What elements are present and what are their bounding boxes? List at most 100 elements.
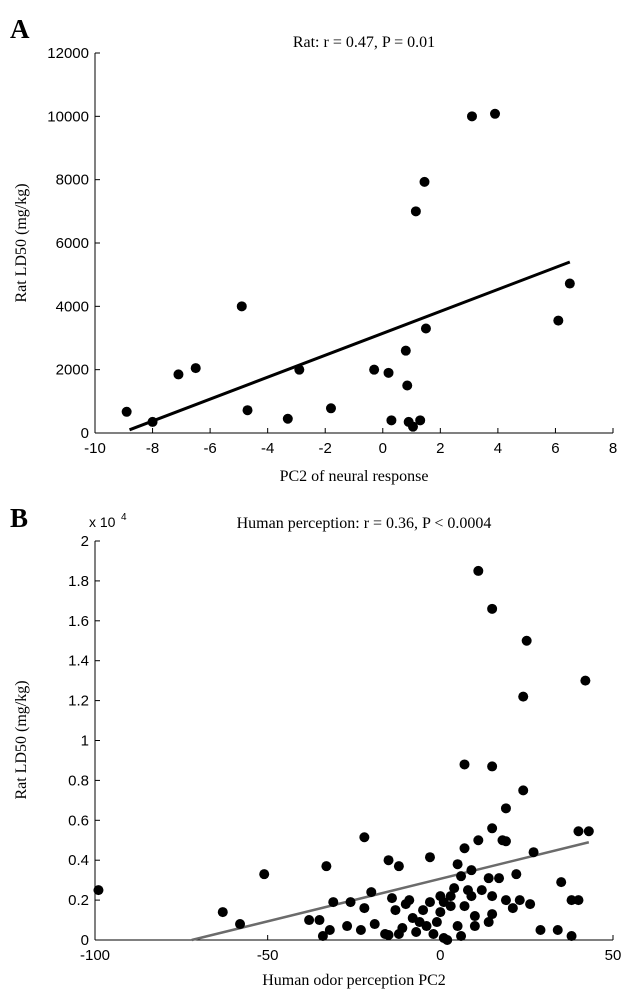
y-tick-label: 10000 [47, 108, 89, 125]
data-point [518, 785, 529, 796]
data-point [418, 905, 429, 916]
data-point [490, 108, 501, 119]
x-tick-label: 6 [551, 440, 559, 457]
data-point [366, 887, 377, 898]
data-point [511, 869, 522, 880]
data-point [452, 921, 463, 932]
data-point [342, 921, 353, 932]
regression-line [191, 841, 590, 942]
y-tick-label: 0.4 [68, 852, 89, 869]
data-point [242, 405, 253, 416]
y-tick-label: 8000 [56, 172, 89, 189]
data-point [556, 877, 567, 888]
data-point [93, 885, 104, 896]
x-tick-label: 8 [609, 440, 617, 457]
chart-b: -100 -50 0 50 0 0.2 0.4 0.6 0.8 1 1.2 1.4 1.6 1.8 2x 1… [13, 512, 621, 989]
data-point [324, 925, 335, 936]
x-tick-label: -50 [257, 947, 279, 964]
data-point [420, 323, 431, 334]
data-point [173, 369, 184, 380]
data-point [383, 930, 394, 941]
data-point [321, 861, 332, 872]
data-point [325, 403, 336, 414]
data-point [552, 925, 563, 936]
data-point [459, 901, 470, 912]
data-point [435, 907, 446, 918]
x-tick-label: 0 [436, 947, 444, 964]
y-tick-label: 0.2 [68, 892, 89, 909]
y-tick-label: 0 [81, 932, 89, 949]
data-point [282, 413, 293, 424]
data-point [459, 843, 470, 854]
data-point [483, 917, 494, 928]
data-point [521, 635, 532, 646]
data-point [147, 416, 158, 427]
data-point [494, 873, 505, 884]
data-point [424, 897, 435, 908]
data-point [410, 206, 421, 217]
data-point [518, 691, 529, 702]
x-tick-label: 50 [605, 947, 622, 964]
data-point [328, 897, 339, 908]
data-point [514, 895, 525, 906]
data-point [404, 895, 415, 906]
x-tick-label: -6 [203, 440, 216, 457]
data-point [407, 421, 418, 432]
panel-letter-a: A [10, 14, 30, 44]
data-point [583, 826, 594, 837]
y-tick-label: 12000 [47, 45, 89, 62]
data-point [500, 836, 511, 847]
data-point [487, 823, 498, 834]
y-scale-exponent: 4 [121, 512, 127, 523]
data-point [421, 921, 432, 932]
data-point [473, 835, 484, 846]
y-tick-label: 1.6 [68, 613, 89, 630]
data-point [359, 903, 370, 914]
y-scale-label: x 10 [89, 514, 116, 530]
y-axis-title: Rat LD50 (mg/kg) [13, 680, 30, 799]
x-tick-label: -2 [319, 440, 332, 457]
data-point [566, 931, 577, 942]
data-point [369, 919, 380, 930]
data-point [476, 885, 487, 896]
data-point [359, 832, 370, 843]
data-point [528, 847, 539, 858]
data-point [402, 380, 413, 391]
data-point [190, 363, 201, 374]
x-tick-label: 4 [494, 440, 502, 457]
x-tick-label: 0 [379, 440, 387, 457]
data-point [345, 897, 356, 908]
data-point [445, 901, 456, 912]
data-point [314, 915, 325, 926]
data-point [487, 909, 498, 920]
plot-title: Rat: r = 0.47, P = 0.01 [293, 34, 435, 51]
data-point [500, 895, 511, 906]
regression-line [128, 260, 571, 432]
y-tick-label: 1.4 [68, 653, 89, 670]
data-point [525, 899, 536, 910]
x-tick-label: -100 [80, 947, 110, 964]
data-point [469, 911, 480, 922]
data-point [355, 925, 366, 936]
data-point [566, 895, 577, 906]
data-point [419, 176, 430, 187]
y-tick-label: 0.6 [68, 812, 89, 829]
data-point [466, 111, 477, 122]
data-point [445, 891, 456, 902]
data-point [415, 415, 426, 426]
data-point [487, 761, 498, 772]
data-point [390, 905, 401, 916]
data-point [456, 871, 467, 882]
data-point [469, 921, 480, 932]
data-point [487, 603, 498, 614]
plot-title: Human perception: r = 0.36, P < 0.0004 [237, 515, 492, 532]
data-point [456, 931, 467, 942]
chart-a: -10 -8 -6 -4 -2 0 2 4 6 8 0 2000 4000 6000 8000 10000 12… [13, 34, 617, 485]
data-point [121, 406, 132, 417]
y-tick-label: 4000 [56, 298, 89, 315]
data-point [217, 907, 228, 918]
x-tick-label: 2 [436, 440, 444, 457]
y-axis-title: Rat LD50 (mg/kg) [13, 183, 30, 302]
data-point [424, 852, 435, 863]
